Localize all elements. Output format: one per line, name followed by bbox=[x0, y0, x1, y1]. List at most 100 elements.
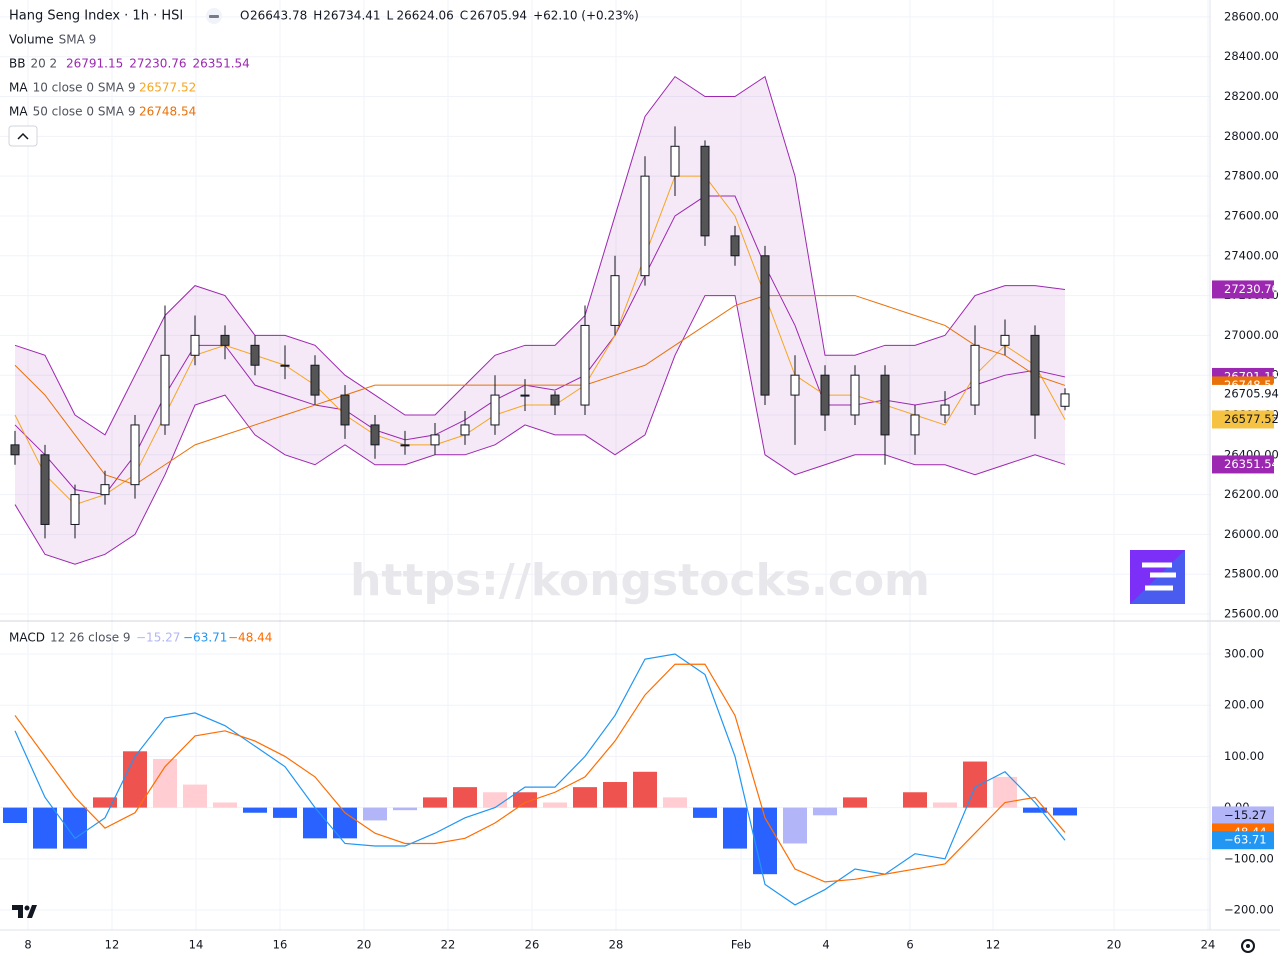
x-tick-label: Feb bbox=[731, 938, 751, 952]
indicator-value: 26748.54 bbox=[139, 105, 196, 119]
y-tick-label: 27600.00 bbox=[1224, 208, 1279, 222]
indicator-params: 20 2 bbox=[30, 57, 57, 71]
histogram-bar bbox=[213, 802, 237, 808]
y-tick-label: 300.00 bbox=[1224, 647, 1264, 661]
candle-body bbox=[190, 334, 200, 356]
indicator-value: 26351.54 bbox=[193, 57, 250, 71]
y-tick-label: 28000.00 bbox=[1224, 129, 1279, 143]
candle-body bbox=[550, 394, 560, 406]
candle-body bbox=[130, 424, 140, 486]
indicator-name: BB bbox=[9, 57, 25, 71]
x-tick-label: 14 bbox=[189, 938, 204, 952]
indicator-line bbox=[14, 175, 1066, 506]
histogram-bar bbox=[423, 797, 447, 808]
y-tick-label: 28200.00 bbox=[1224, 89, 1279, 103]
indicator-line bbox=[14, 195, 1066, 496]
ma10-badge: 26577.52 bbox=[1224, 412, 1279, 426]
macd-badge: −15.27 bbox=[1224, 808, 1267, 822]
x-tick-label: 26 bbox=[525, 938, 540, 952]
candle-body bbox=[640, 175, 650, 277]
macd-badge: −63.71 bbox=[1224, 833, 1267, 847]
settings-button[interactable] bbox=[1241, 939, 1255, 953]
y-tick-label: 25800.00 bbox=[1224, 567, 1279, 581]
histogram-bar bbox=[1053, 807, 1077, 816]
macd-badge-bg bbox=[1212, 806, 1274, 825]
candle-body bbox=[580, 324, 590, 406]
x-tick-label: 12 bbox=[105, 938, 120, 952]
candle-body bbox=[70, 494, 80, 525]
candle-body bbox=[220, 334, 230, 346]
ohlc-key: H bbox=[313, 9, 322, 23]
indicator-value: 27230.76 bbox=[129, 57, 186, 71]
candle-body bbox=[1000, 334, 1010, 346]
candle-body bbox=[10, 444, 20, 456]
histogram-bar bbox=[813, 807, 837, 816]
macd-legend-value: −63.71 bbox=[183, 631, 227, 645]
candle-body bbox=[850, 374, 860, 416]
y-tick-label: −100.00 bbox=[1224, 851, 1274, 865]
macd-legend-value: −48.44 bbox=[228, 631, 272, 645]
y-tick-label: 200.00 bbox=[1224, 698, 1264, 712]
histogram-bar bbox=[33, 807, 57, 849]
macd-badge-bg bbox=[1212, 831, 1274, 850]
x-tick-label: 12 bbox=[986, 938, 1001, 952]
candle-body bbox=[370, 424, 380, 446]
x-tick-label: 6 bbox=[906, 938, 913, 952]
histogram-bar bbox=[483, 792, 507, 808]
indicator-line bbox=[14, 295, 1066, 486]
x-tick-label: 16 bbox=[273, 938, 288, 952]
histogram-bar bbox=[303, 807, 327, 839]
y-tick-label: 26200.00 bbox=[1224, 487, 1279, 501]
ohlc-value: 26643.78 bbox=[250, 9, 307, 23]
candle-body bbox=[40, 454, 50, 525]
indicator-line bbox=[14, 75, 1066, 436]
macd-legend-value: −15.27 bbox=[136, 631, 180, 645]
ohlc-key: C bbox=[460, 9, 468, 23]
bb-lower-badge-bg bbox=[1212, 455, 1274, 474]
indicator-params: 50 close 0 SMA 9 bbox=[33, 105, 136, 119]
candle-body bbox=[460, 424, 470, 436]
macd-legend-params: 12 26 close 9 bbox=[50, 631, 131, 645]
histogram-bar bbox=[1023, 807, 1047, 813]
histogram-bar bbox=[363, 807, 387, 821]
candle-body bbox=[820, 374, 830, 416]
candle-body bbox=[250, 344, 260, 366]
histogram-bar bbox=[633, 771, 657, 808]
x-tick-label: 22 bbox=[441, 938, 456, 952]
candle-body bbox=[970, 344, 980, 406]
macd-line bbox=[14, 653, 1066, 906]
y-tick-label: 26000.00 bbox=[1224, 527, 1279, 541]
indicator-params: 10 close 0 SMA 9 bbox=[33, 81, 136, 95]
histogram-bar bbox=[603, 782, 627, 808]
indicator-line bbox=[14, 295, 1066, 565]
x-tick-label: 8 bbox=[24, 938, 31, 952]
collapse-button[interactable] bbox=[8, 125, 38, 147]
indicator-name: Volume bbox=[9, 33, 54, 47]
histogram-bar bbox=[273, 807, 297, 818]
y-tick-label: 28600.00 bbox=[1224, 9, 1279, 23]
candle-body bbox=[400, 444, 410, 447]
histogram-bar bbox=[513, 792, 537, 808]
y-tick-label: 28400.00 bbox=[1224, 49, 1279, 63]
indicator-params: SMA 9 bbox=[59, 33, 97, 47]
candle-body bbox=[280, 364, 290, 367]
last-price-badge-bg bbox=[1212, 384, 1274, 403]
candle-body bbox=[310, 364, 320, 396]
y-tick-label: 100.00 bbox=[1224, 749, 1264, 763]
histogram-bar bbox=[63, 807, 87, 849]
histogram-bar bbox=[543, 802, 567, 808]
macd-legend-title: MACD bbox=[9, 631, 45, 645]
histogram-bar bbox=[663, 797, 687, 808]
candle-body bbox=[940, 404, 950, 416]
tradingview-logo[interactable] bbox=[12, 905, 37, 918]
x-tick-label: 28 bbox=[609, 938, 624, 952]
candle-body bbox=[610, 275, 620, 326]
visibility-toggle[interactable] bbox=[206, 8, 222, 24]
symbol-title: Hang Seng Index · 1h · HSI bbox=[9, 9, 183, 24]
histogram-bar bbox=[933, 802, 957, 808]
candle-body bbox=[1030, 334, 1040, 416]
bb-lower-badge: 26351.54 bbox=[1224, 457, 1279, 471]
histogram-bar bbox=[123, 751, 147, 808]
y-tick-label: 25600.00 bbox=[1224, 607, 1279, 621]
candle-body bbox=[1060, 393, 1070, 407]
